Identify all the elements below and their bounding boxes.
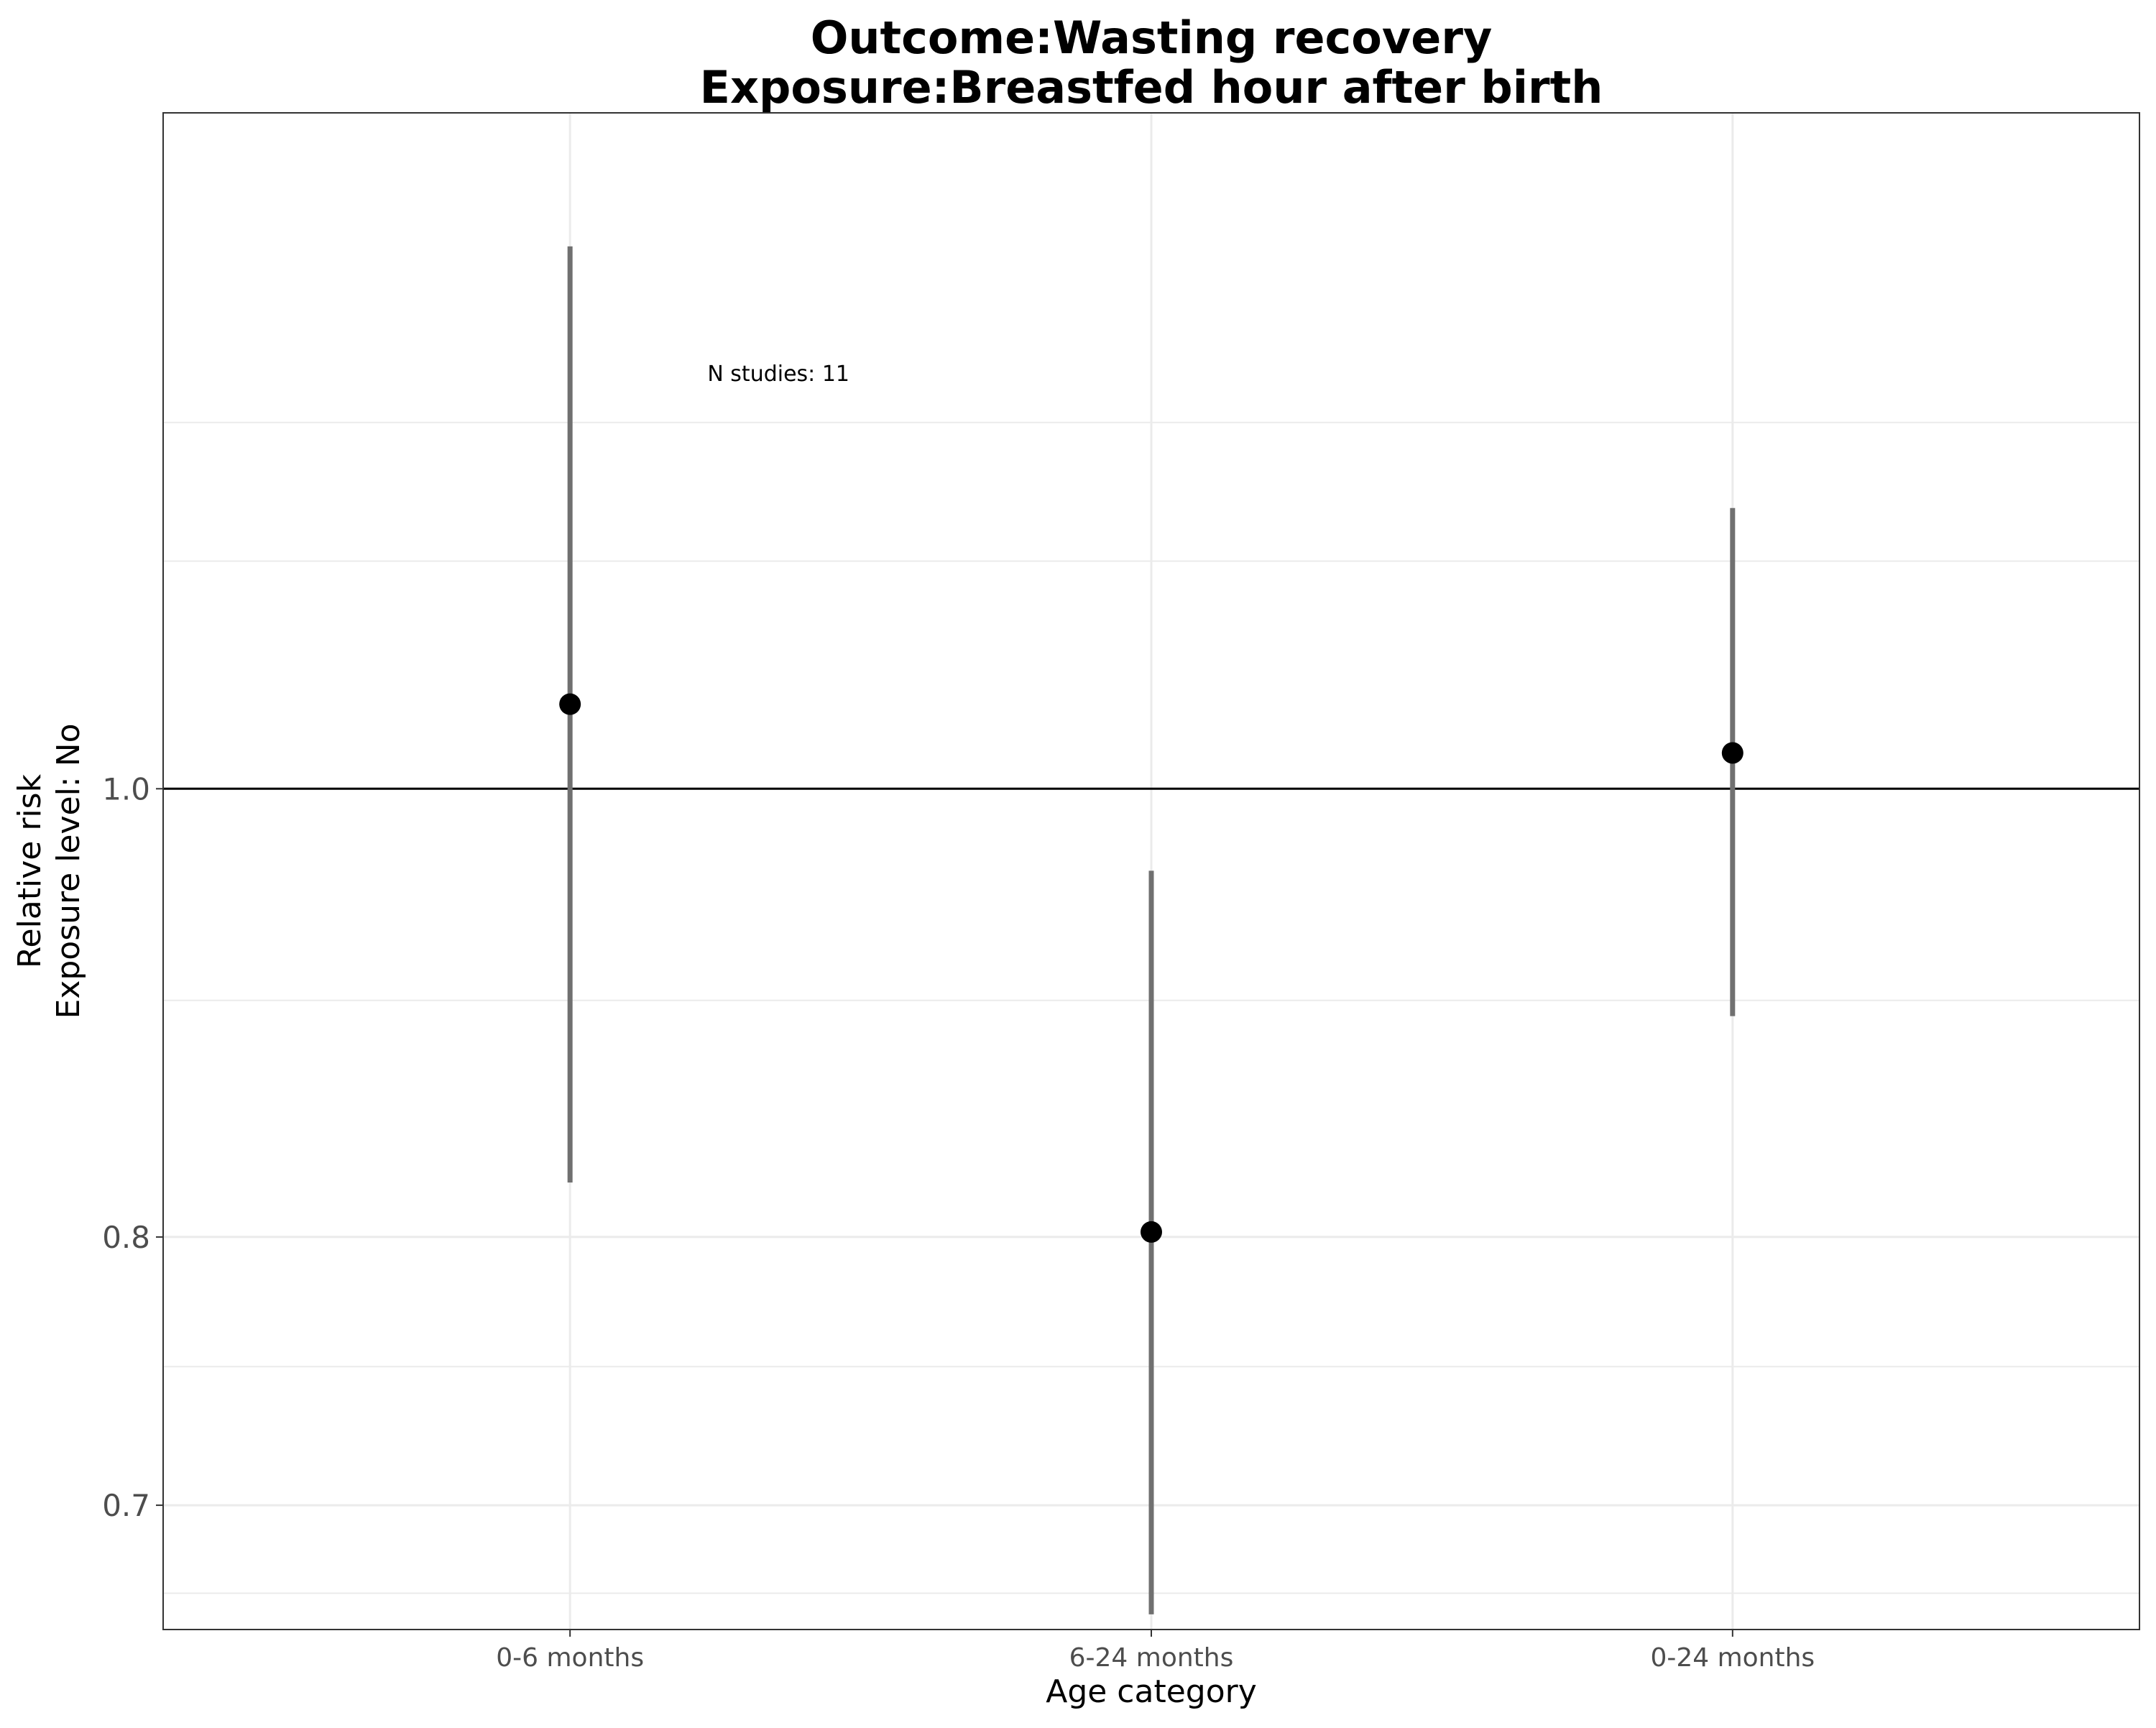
y-tick-label: 0.8 xyxy=(102,1220,150,1255)
x-axis: 0-6 months 6-24 months 0-24 months xyxy=(496,1630,1815,1673)
point-estimate xyxy=(1141,1221,1162,1243)
x-tick-label: 0-24 months xyxy=(1650,1643,1815,1673)
y-axis: 0.7 0.8 1.0 xyxy=(102,771,163,1523)
x-tick-label: 0-6 months xyxy=(496,1643,644,1673)
y-tick-label: 1.0 xyxy=(102,771,150,806)
point-layer xyxy=(559,693,1743,1243)
point-estimate xyxy=(1721,742,1743,764)
chart-title-line-2: Exposure:Breastfed hour after birth xyxy=(700,61,1603,114)
chart-title-line-1: Outcome:Wasting recovery xyxy=(811,12,1493,64)
point-estimate xyxy=(559,693,581,715)
y-axis-label-line-2: Exposure level: No xyxy=(50,724,87,1019)
x-axis-label: Age category xyxy=(1046,1673,1257,1710)
y-axis-label: Relative risk Exposure level: No xyxy=(11,724,87,1019)
x-tick-label: 6-24 months xyxy=(1069,1643,1234,1673)
annotation-n-studies: N studies: 11 xyxy=(707,362,849,387)
y-axis-label-line-1: Relative risk xyxy=(11,773,48,968)
y-tick-label: 0.7 xyxy=(102,1488,150,1523)
